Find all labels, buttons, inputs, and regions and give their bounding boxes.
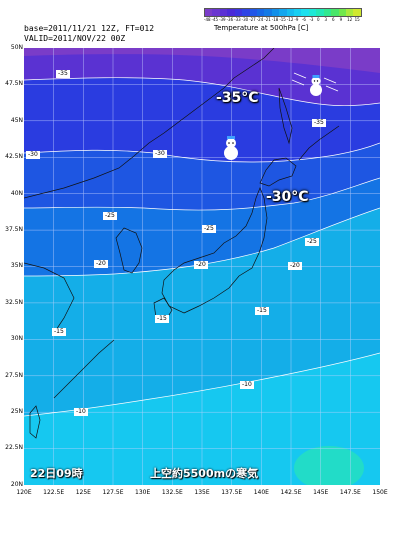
- legend-tick-label: 0: [316, 17, 320, 22]
- big-temp-label-minus30: -30°C: [266, 189, 309, 205]
- legend-tick-label: -9: [294, 17, 299, 22]
- latitude-label: 20N: [10, 480, 23, 488]
- latitude-label: 50N: [10, 44, 23, 51]
- legend-swatch: [212, 9, 220, 16]
- contour-label: -25: [202, 225, 216, 233]
- legend-tick-label: -45: [211, 17, 219, 22]
- latitude-label: 45N: [10, 116, 23, 124]
- legend-swatch: [227, 9, 235, 16]
- legend-swatch: [242, 9, 250, 16]
- legend-swatch: [219, 9, 228, 16]
- legend-tick-label: -27: [249, 17, 256, 22]
- legend-swatch: [353, 9, 361, 16]
- longitude-label: 147.5E: [339, 489, 361, 496]
- legend-tick-label: -21: [264, 17, 271, 22]
- longitude-label: 145E: [313, 489, 329, 496]
- longitude-label: 120E: [16, 489, 32, 496]
- legend-tick-label: -36: [226, 17, 234, 22]
- contour-label: -15: [52, 328, 66, 336]
- latitude-label: 22.5N: [5, 444, 23, 452]
- legend-swatch: [308, 9, 317, 16]
- longitude-label: 122.5E: [43, 489, 65, 496]
- contour-label: -30: [26, 151, 40, 159]
- isotherms: [24, 77, 380, 417]
- latitude-label: 25N: [10, 408, 23, 415]
- legend-swatch: [256, 9, 265, 16]
- longitude-label: 130E: [135, 489, 151, 496]
- base-time-text: base=2011/11/21 12Z, FT=012: [24, 24, 155, 33]
- legend-tick-label: 15: [354, 17, 360, 22]
- legend-swatch: [338, 9, 347, 16]
- legend-swatch: [279, 9, 287, 16]
- latitude-label: 27.5N: [5, 371, 23, 379]
- legend-swatch: [264, 9, 272, 16]
- legend-tick-label: -39: [219, 17, 226, 22]
- latitude-label: 35N: [10, 262, 23, 270]
- caption: 上空約5500mの寒気: [150, 467, 259, 480]
- latitude-label: 37.5N: [5, 226, 23, 233]
- contour-label: -25: [305, 238, 319, 246]
- legend-tick-label: -24: [256, 17, 264, 22]
- legend-swatch: [249, 9, 257, 16]
- contour-label: -30: [153, 150, 167, 158]
- contour-label: -15: [155, 315, 169, 323]
- snowman-icon: [224, 136, 238, 160]
- legend-tick-label: 12: [347, 17, 353, 22]
- legend-tick-label: -6: [301, 17, 306, 22]
- latitude-label: 40N: [10, 189, 23, 197]
- longitude-label: 127.5E: [102, 489, 124, 496]
- legend-color-bar: [204, 8, 362, 17]
- legend-tick-label: -18: [271, 17, 279, 22]
- contour-label: -35: [56, 70, 70, 78]
- longitude-label: 140E: [253, 489, 269, 496]
- big-temp-label-minus35: -35°C: [216, 90, 259, 106]
- legend-tick-label: -12: [286, 17, 294, 22]
- legend-title: Temperature at 500hPa [C]: [214, 24, 309, 32]
- legend-swatch: [205, 9, 213, 16]
- legend-swatch: [286, 9, 295, 16]
- legend-tick-label: -33: [234, 17, 241, 22]
- legend-tick-label: 3: [324, 17, 328, 22]
- longitude-label: 150E: [372, 489, 388, 496]
- longitude-label: 142.5E: [280, 489, 302, 496]
- legend-tick-label: -3: [309, 17, 314, 22]
- contour-label: -25: [103, 212, 117, 220]
- legend-tick-label: -48: [204, 17, 211, 22]
- legend-tick-label: 6: [332, 17, 335, 22]
- time-label: 22日09時: [30, 467, 83, 480]
- valid-time-text: VALID=2011/NOV/22 00Z: [24, 34, 126, 43]
- contour-label: -10: [240, 381, 254, 389]
- contour-label: -35: [312, 119, 326, 127]
- contour-label: -10: [74, 408, 88, 416]
- longitude-label: 137.5E: [221, 489, 243, 496]
- temperature-map: -35 -35 -30 -30 -25 -25 -25 -20 -20 -20 …: [24, 48, 380, 485]
- legend-swatch: [346, 9, 354, 16]
- band-minus5-blob: [294, 446, 364, 485]
- contour-label: -20: [94, 260, 108, 268]
- latitude-label: 47.5N: [5, 80, 23, 88]
- longitude-label: 132.5E: [161, 489, 183, 496]
- longitude-label: 125E: [75, 489, 91, 496]
- legend-tick-label: 9: [339, 17, 343, 22]
- legend-swatch: [234, 9, 243, 16]
- coastlines: [24, 48, 340, 439]
- latitude-label: 42.5N: [5, 153, 23, 161]
- contour-label: -20: [194, 261, 208, 269]
- legend-swatch: [323, 9, 332, 16]
- contour-label: -20: [288, 262, 302, 270]
- contour-label: -15: [255, 307, 269, 315]
- legend-swatch: [301, 9, 309, 16]
- latitude-label: 32.5N: [5, 298, 23, 306]
- legend-swatch: [331, 9, 339, 16]
- legend-ticks: -48 -45 -39 -36 -33 -30 -27 -24 -21 -18 -15 -12 -9 -6…: [204, 17, 362, 22]
- legend-swatch: [294, 9, 302, 16]
- legend-tick-label: -30: [241, 17, 249, 22]
- legend-swatch: [271, 9, 280, 16]
- longitude-label: 135E: [194, 489, 210, 496]
- snowman-icon: [291, 72, 339, 96]
- legend-tick-label: -15: [279, 17, 286, 22]
- color-legend: -48 -45 -39 -36 -33 -30 -27 -24 -21 -18 -15 -12 -9 -6…: [204, 8, 364, 34]
- legend-swatch: [316, 9, 324, 16]
- latitude-label: 30N: [10, 335, 23, 343]
